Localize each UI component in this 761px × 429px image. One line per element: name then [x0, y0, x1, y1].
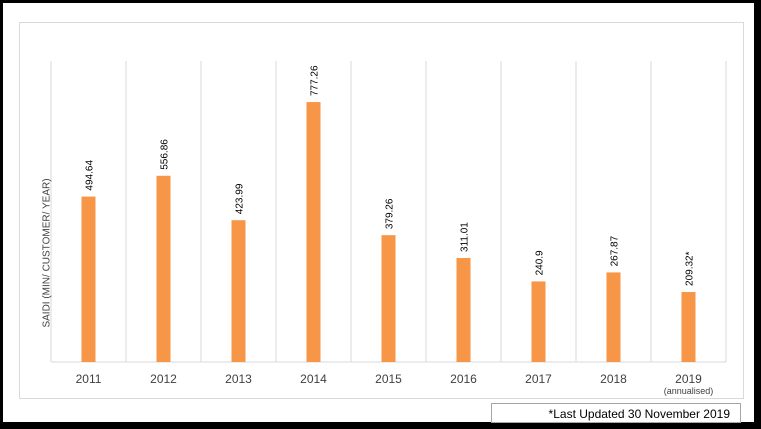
- last-updated-note: *Last Updated 30 November 2019: [491, 403, 741, 423]
- x-tick-label: 2013: [225, 372, 252, 386]
- x-tick-label: 2019: [675, 372, 702, 386]
- x-tick-label: 2016: [450, 372, 477, 386]
- data-label: 777.26: [310, 65, 321, 96]
- data-label: 267.87: [610, 235, 621, 266]
- bar: [456, 257, 471, 362]
- x-tick-label: 2011: [76, 372, 102, 386]
- bar: [156, 175, 171, 362]
- bar-chart: 494.64 2011 556.86 2012 423.99 2013 777.26 2014…: [50, 61, 727, 396]
- y-axis-label: SAIDI (MIN/ CUSTOMER/ YEAR): [41, 178, 53, 328]
- bar: [381, 235, 396, 362]
- bar: [606, 272, 621, 362]
- x-tick-label: 2018: [600, 372, 627, 386]
- data-label: 240.9: [535, 250, 546, 275]
- chart-frame: 494.64 2011 556.86 2012 423.99 2013 777.26 2014…: [3, 3, 754, 423]
- data-label: 556.86: [160, 139, 171, 170]
- bar: [681, 291, 696, 362]
- data-label: 423.99: [235, 183, 246, 214]
- x-tick-label: 2012: [150, 372, 177, 386]
- x-tick-note: (annualised): [664, 386, 714, 396]
- bar: [81, 196, 96, 362]
- data-label: 311.01: [460, 222, 471, 252]
- data-label: 379.26: [385, 198, 396, 229]
- data-label: 209.32*: [685, 251, 696, 286]
- x-tick-label: 2014: [300, 372, 327, 386]
- data-label: 494.64: [85, 160, 96, 191]
- x-tick-label: 2015: [375, 372, 402, 386]
- bar: [306, 102, 321, 362]
- x-tick-label: 2017: [525, 372, 552, 386]
- bar: [231, 220, 246, 362]
- bar: [531, 281, 546, 362]
